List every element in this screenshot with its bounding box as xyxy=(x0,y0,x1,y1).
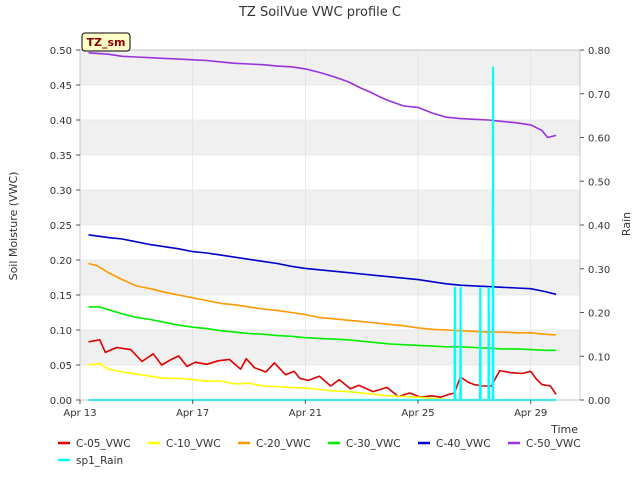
y-tick-label: 0.20 xyxy=(50,256,72,267)
chart-title: TZ SoilVue VWC profile C xyxy=(238,5,401,20)
y2-tick-label: 0.70 xyxy=(588,90,610,101)
y2-tick-label: 0.50 xyxy=(588,177,610,188)
series-layer xyxy=(88,52,557,402)
x-tick-label: Apr 21 xyxy=(289,408,322,419)
legend-label-c-50-vwc: C-50_VWC xyxy=(526,438,581,450)
grid-band xyxy=(80,120,580,155)
y-tick-label: 0.00 xyxy=(50,396,72,407)
y2-tick-label: 0.60 xyxy=(588,134,610,145)
y-tick-label: 0.05 xyxy=(50,361,72,372)
y-tick-label: 0.50 xyxy=(50,46,72,57)
y2-tick-label: 0.80 xyxy=(588,46,610,57)
y-tick-label: 0.10 xyxy=(50,326,72,337)
y-axis-left: 0.00 0.05 0.10 0.15 0.20 0.25 0.30 0.35 0.40 0.45… xyxy=(50,46,80,407)
x-tick-label: Apr 29 xyxy=(514,408,547,419)
grid-band xyxy=(80,190,580,225)
x-tick-label: Apr 17 xyxy=(176,408,209,419)
badge-label: TZ_sm xyxy=(87,36,126,49)
y-tick-label: 0.40 xyxy=(50,116,72,127)
y2-tick-label: 0.40 xyxy=(588,221,610,232)
legend-label-c-05-vwc: C-05_VWC xyxy=(76,438,131,450)
legend: C-05_VWC C-10_VWC C-20_VWC C-30_VWC C-40_VWC… xyxy=(58,438,581,467)
y2-tick-label: 0.10 xyxy=(588,352,610,363)
x-tick-label: Apr 13 xyxy=(63,408,96,419)
y2-tick-label: 0.00 xyxy=(588,396,610,407)
legend-label-c-20-vwc: C-20_VWC xyxy=(256,438,311,450)
y2-tick-label: 0.20 xyxy=(588,309,610,320)
legend-label-c-30-vwc: C-30_VWC xyxy=(346,438,401,450)
grid-band xyxy=(80,330,580,365)
y-tick-label: 0.25 xyxy=(50,221,72,232)
grid-band xyxy=(80,260,580,295)
y-tick-label: 0.15 xyxy=(50,291,72,302)
series-line-c-10-vwc xyxy=(88,362,557,401)
series-line-c-50-vwc xyxy=(88,52,557,139)
y-tick-label: 0.45 xyxy=(50,81,72,92)
series-line-sp1-rain xyxy=(88,66,557,402)
legend-label-sp1-rain: sp1_Rain xyxy=(76,455,123,467)
badge-box xyxy=(81,32,131,52)
background-bands xyxy=(80,49,580,401)
y2-tick-label: 0.30 xyxy=(588,265,610,276)
x-tick-label: Apr 25 xyxy=(401,408,434,419)
x-axis-label: Time xyxy=(550,423,578,436)
badge: TZ_sm xyxy=(81,32,131,52)
x-axis: Apr 13 Apr 17 Apr 21 Apr 25 Apr 29 xyxy=(63,400,547,419)
y-axis-label: Soil Moisture (VWC) xyxy=(7,172,20,281)
legend-label-c-40-vwc: C-40_VWC xyxy=(436,438,491,450)
y-tick-label: 0.35 xyxy=(50,151,72,162)
series-line-c-40-vwc xyxy=(88,234,557,296)
grid-band xyxy=(80,50,580,85)
y-tick-label: 0.30 xyxy=(50,186,72,197)
legend-label-c-10-vwc: C-10_VWC xyxy=(166,438,221,450)
y2-axis-label: Rain xyxy=(620,212,633,236)
y-axis-right: 0.00 0.10 0.20 0.30 0.40 0.50 0.60 0.70 0.80 xyxy=(580,46,610,407)
